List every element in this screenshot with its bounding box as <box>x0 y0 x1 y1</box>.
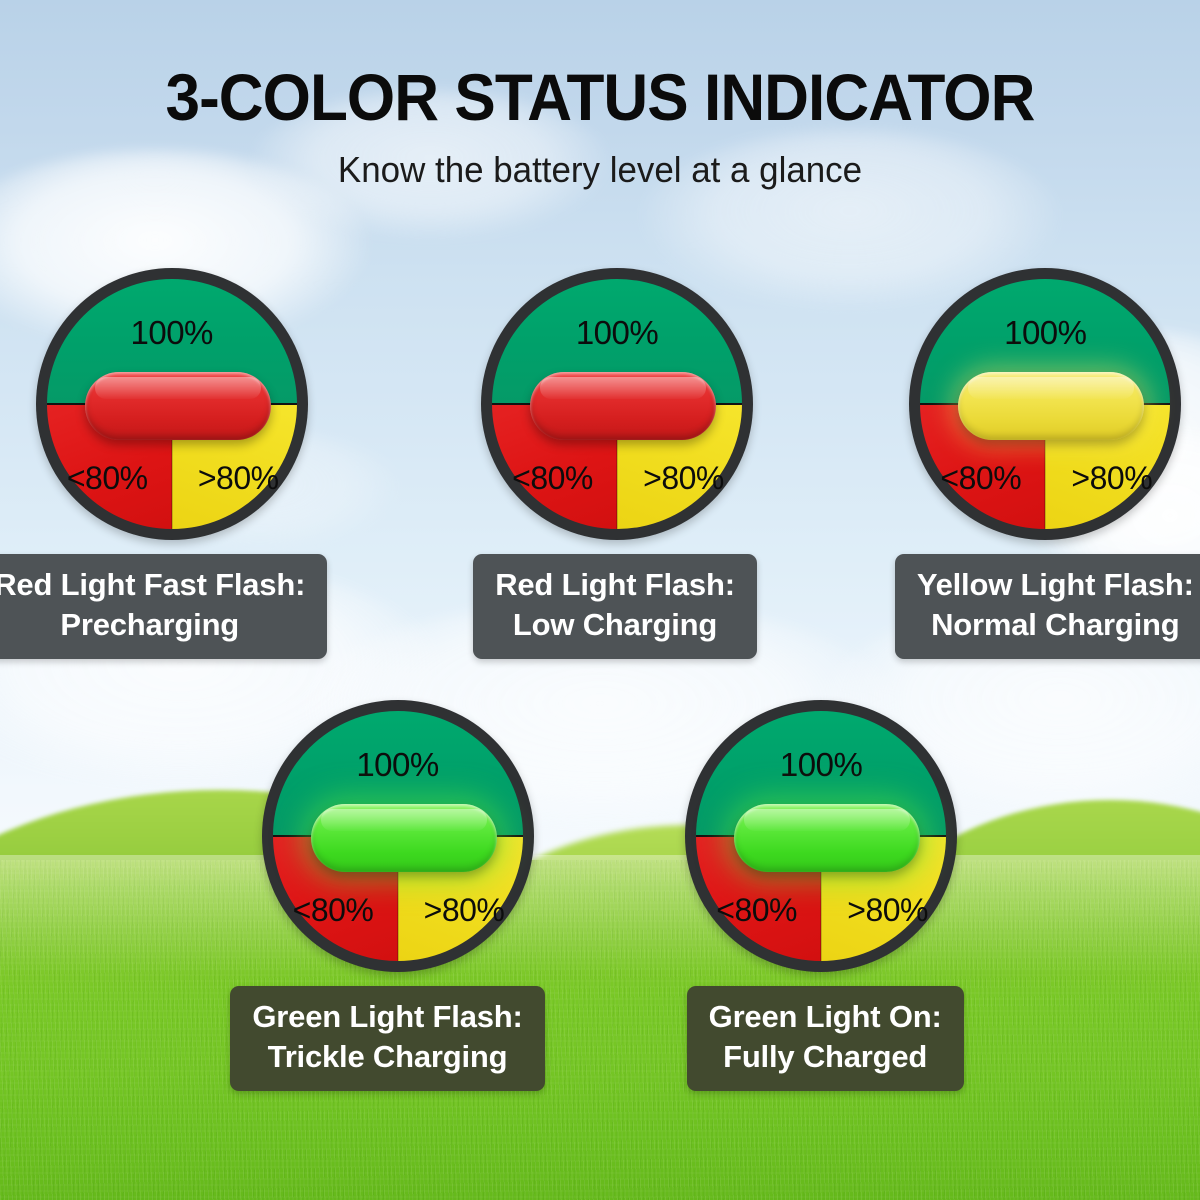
caption-line-2: Low Charging <box>512 607 718 643</box>
indicator-caption: Yellow Light Flash: Normal Charging <box>894 554 1200 659</box>
dial-vertical-divider <box>170 404 173 529</box>
header: 3-COLOR STATUS INDICATOR Know the batter… <box>0 0 1200 188</box>
caption-line-1: Red Light Fast Flash: <box>0 567 306 602</box>
indicator-card-red-flash: 100% <80% >80% Red Light Flash: Low Char… <box>473 268 759 659</box>
status-led-yellow <box>958 372 1145 440</box>
caption-line-1: Green Light On: <box>708 999 942 1034</box>
indicator-row-top: 100% <80% >80% Red Light Fast Flash: Pre… <box>0 268 1200 659</box>
caption-line-1: Green Light Flash: <box>252 999 523 1034</box>
caption-line-2: Fully Charged <box>723 1039 928 1075</box>
battery-level-dial: 100% <80% >80% <box>685 700 958 972</box>
caption-line-2: Normal Charging <box>931 607 1180 643</box>
status-led-green <box>310 804 497 872</box>
page-subtitle: Know the battery level at a glance <box>337 149 863 190</box>
indicator-card-red-fast-flash: 100% <80% >80% Red Light Fast Flash: Pre… <box>0 268 349 659</box>
indicator-row-bottom: 100% <80% >80% Green Light Flash: Trickl… <box>0 700 1200 1091</box>
dial-vertical-divider <box>616 404 619 529</box>
caption-line-1: Red Light Flash: <box>495 567 735 602</box>
indicator-caption: Red Light Flash: Low Charging <box>473 554 757 659</box>
caption-line-2: Trickle Charging <box>267 1039 508 1075</box>
indicator-card-yellow-flash: 100% <80% >80% Yellow Light Flash: Norma… <box>885 268 1200 659</box>
status-led-red <box>530 372 717 440</box>
caption-line-2: Precharging <box>60 607 240 643</box>
battery-level-dial: 100% <80% >80% <box>35 268 308 540</box>
page-title: 3-COLOR STATUS INDICATOR <box>165 60 1036 134</box>
indicator-caption: Green Light On: Fully Charged <box>686 986 964 1091</box>
indicator-caption: Red Light Fast Flash: Precharging <box>0 554 328 659</box>
caption-line-1: Yellow Light Flash: <box>916 567 1194 602</box>
indicator-card-green-on: 100% <80% >80% Green Light On: Fully Cha… <box>683 700 964 1091</box>
grass-field <box>0 860 1200 1200</box>
indicator-caption: Green Light Flash: Trickle Charging <box>230 986 545 1091</box>
indicator-card-green-flash: 100% <80% >80% Green Light Flash: Trickl… <box>230 700 554 1091</box>
battery-level-dial: 100% <80% >80% <box>481 268 754 540</box>
status-led-red <box>84 372 271 440</box>
status-led-green <box>734 804 921 872</box>
battery-level-dial: 100% <80% >80% <box>261 700 534 972</box>
battery-level-dial: 100% <80% >80% <box>909 268 1182 540</box>
